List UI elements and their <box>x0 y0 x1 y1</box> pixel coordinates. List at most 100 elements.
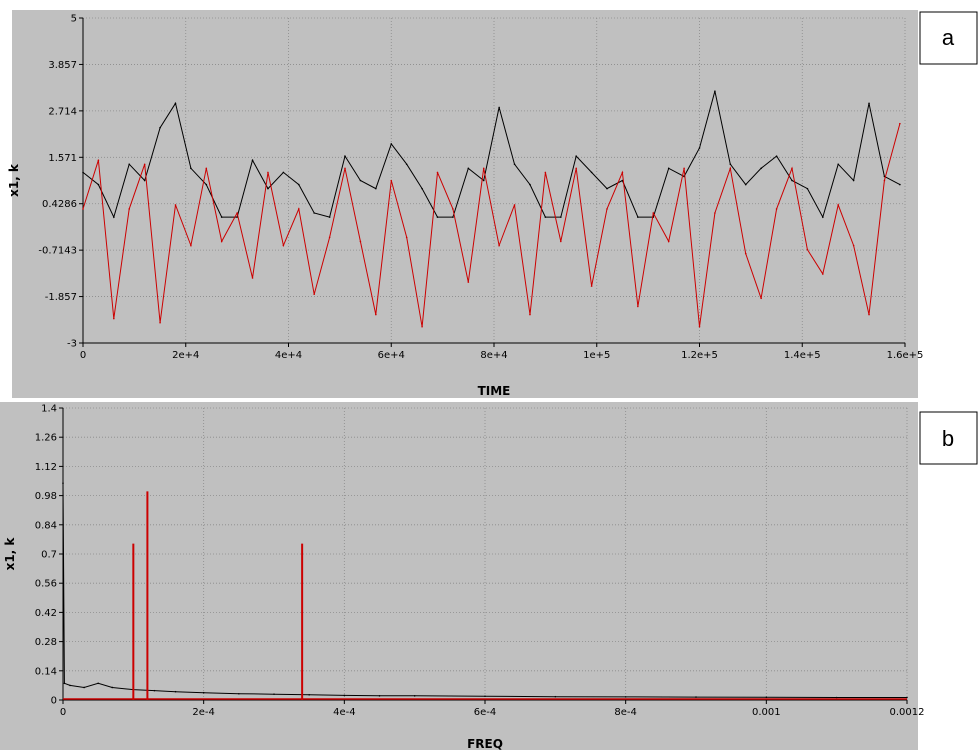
panel-a-data-point <box>375 313 377 316</box>
panel-a-x-tick-label: 1.4e+5 <box>784 350 821 361</box>
panel-a-data-point <box>97 159 100 161</box>
panel-b-data-point <box>308 693 310 696</box>
panel-b-y-tick-label: 1.12 <box>35 462 57 473</box>
panel-a-series-line <box>82 123 901 327</box>
panel-a-data-point <box>606 208 608 210</box>
panel-a-data-point <box>482 167 485 170</box>
panel-a-data-point <box>205 183 208 186</box>
panel-b-y-tick-label: 0.28 <box>35 637 57 648</box>
panel-a-data-point <box>297 208 300 210</box>
panel-a-y-tick-label: 1.571 <box>48 153 77 164</box>
panel-a-data-point <box>868 102 870 105</box>
panel-a-data-point <box>190 167 192 170</box>
panel-a-data-point <box>313 212 315 214</box>
panel-a-data-point <box>868 313 870 316</box>
panel-b-data-point <box>554 695 557 698</box>
panel-b-data-point <box>835 696 838 699</box>
panel-b-data-point <box>111 686 114 689</box>
panel-a-data-point <box>436 171 439 174</box>
panel-a-data-point <box>328 236 331 239</box>
panel-b-series-1 <box>62 482 908 699</box>
panel-a-data-point <box>143 179 146 182</box>
panel-a-data-point <box>405 236 408 239</box>
panel-a-data-point <box>575 167 577 170</box>
panel-a-data-point <box>883 175 886 178</box>
panel-a-data-point <box>405 163 408 166</box>
panel-b-y-tick-label: 0 <box>51 696 57 707</box>
panel-a-data-point <box>375 187 377 190</box>
panel-b-series-2 <box>63 491 907 700</box>
panel-a-data-point <box>559 240 562 243</box>
panel-a-data-point <box>852 244 855 247</box>
panel-a-data-point <box>683 167 685 170</box>
panel-a-data-point <box>760 297 762 300</box>
panel-b-data-point <box>174 690 177 693</box>
panel-a-y-tick-label: 5 <box>71 14 77 25</box>
panel-a-data-point <box>883 179 886 182</box>
panel-a-data-point <box>544 171 547 174</box>
panel-a-data-point <box>97 183 100 186</box>
panel-a-data-point <box>775 208 778 210</box>
panel-a-data-point <box>621 171 624 174</box>
panel-a-data-point <box>344 155 346 157</box>
panel-a-y-tick-label: -3 <box>67 339 77 350</box>
panel-a-series-line <box>82 90 901 219</box>
panel-a-series-2 <box>82 122 901 328</box>
panel-a-data-point <box>82 171 84 174</box>
panel-a-data-point <box>744 183 747 186</box>
panel-a-data-point <box>344 167 346 170</box>
panel-a-data-point <box>282 244 285 247</box>
panel-b-x-tick-label: 0.001 <box>752 707 781 718</box>
panel-a-x-tick-label: 0 <box>80 350 86 361</box>
panel-a-data-point <box>482 179 485 182</box>
panel-b-y-tick-label: 0.56 <box>35 579 57 590</box>
panel-b-data-point <box>413 695 416 697</box>
panel-b-x-tick-label: 2e-4 <box>192 707 215 718</box>
panel-a-data-point <box>822 273 824 275</box>
panel-a-data-point <box>251 159 254 161</box>
panel-a-data-point <box>529 183 531 186</box>
panel-b-background <box>0 402 918 750</box>
panel-a-data-point <box>590 285 593 287</box>
panel-b-x-tick-label: 6e-4 <box>474 707 497 718</box>
panel-a-data-point <box>467 167 470 170</box>
panel-b-y-tick-label: 0.84 <box>35 520 57 531</box>
panel-b-x-tick-label: 8e-4 <box>614 707 637 718</box>
panel-a-data-point <box>498 244 500 247</box>
panel-a-data-point <box>806 248 809 251</box>
panel-b-x-axis-label: FREQ <box>467 737 503 751</box>
panel-a-data-point <box>606 187 608 190</box>
panel-b-data-point <box>238 692 240 695</box>
panel-a-data-point <box>744 252 747 255</box>
panel-a-y-axis-label: x1, k <box>7 163 21 197</box>
panel-a-y-tick-label: -1.857 <box>45 292 77 303</box>
panel-a-data-point <box>852 179 855 182</box>
panel-b-y-tick-label: 0.14 <box>35 666 57 677</box>
panel-a-data-point <box>128 163 131 166</box>
panel-b-data-point <box>97 682 99 685</box>
panel-a-x-tick-label: 2e+4 <box>172 350 199 361</box>
panel-a-data-point <box>899 183 901 186</box>
panel-b-data-point <box>906 696 908 699</box>
panel-b-data-point <box>202 691 205 694</box>
panel-a-x-tick-label: 6e+4 <box>378 350 405 361</box>
panel-a-tag-box: a <box>919 11 978 65</box>
panel-a-data-point <box>220 240 223 243</box>
panel-b-data-point <box>484 695 486 698</box>
panel-a-data-point <box>698 325 701 328</box>
panel-a-data-point <box>667 240 670 243</box>
panel-a-data-point <box>529 313 531 316</box>
panel-a-data-point <box>544 216 547 218</box>
panel-b-y-tick-label: 0.42 <box>35 608 57 619</box>
panel-a-data-point <box>637 216 639 218</box>
panel-a-y-tick-label: 2.714 <box>48 106 77 117</box>
panel-a-data-point <box>390 179 393 182</box>
panel-b-data-point <box>695 696 697 698</box>
panel-b-data-point <box>624 696 627 698</box>
panel-b-x-tick-label: 0 <box>60 707 66 718</box>
panel-b-y-tick-label: 0.98 <box>35 491 57 502</box>
panel-a-x-tick-label: 4e+4 <box>275 350 302 361</box>
panel-a-data-point <box>452 208 454 210</box>
panel-b-data-point <box>69 684 71 687</box>
panel-a-data-point <box>590 171 593 174</box>
